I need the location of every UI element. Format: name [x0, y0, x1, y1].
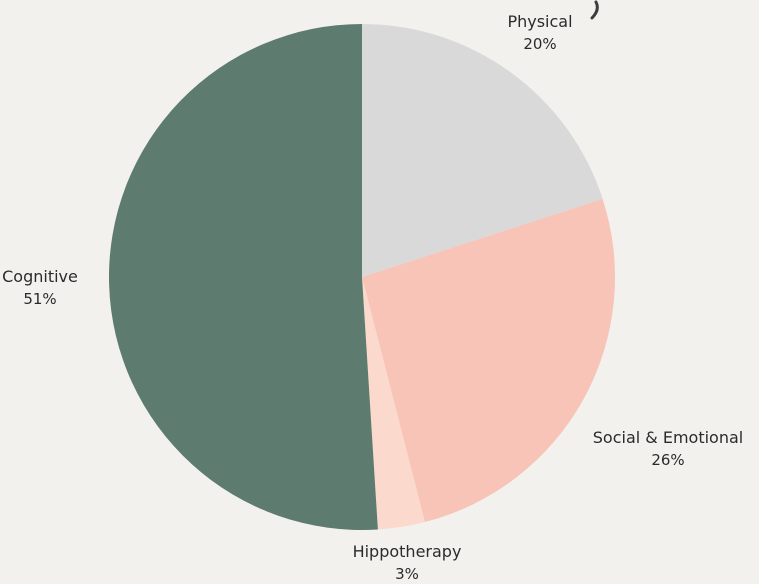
slice-value-label: 3%: [395, 565, 419, 583]
slice-label: Physical: [507, 12, 572, 31]
slice-value-label: 51%: [23, 290, 56, 308]
pie-slice-physical: [362, 24, 603, 277]
pie-slice-social-emotional: [362, 198, 616, 523]
slice-label: Social & Emotional: [593, 428, 743, 447]
slice-label: Cognitive: [2, 267, 78, 286]
decorative-stroke: [590, 0, 599, 20]
pie-slice-cognitive: [108, 24, 378, 530]
pie-slice-hippotherapy: [362, 277, 425, 530]
slice-value-label: 20%: [523, 35, 556, 53]
slice-label: Hippotherapy: [353, 542, 462, 561]
slice-value-label: 26%: [651, 451, 684, 469]
